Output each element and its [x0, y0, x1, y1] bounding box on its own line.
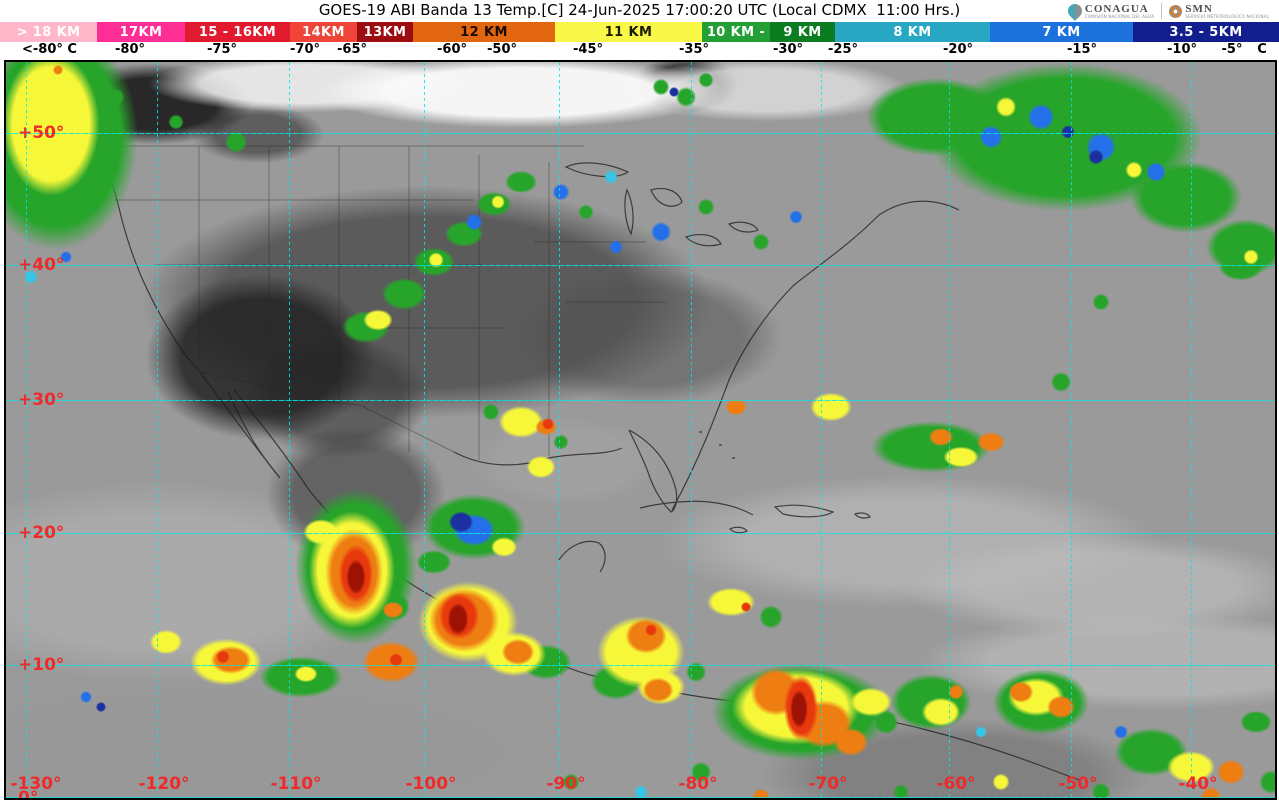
- temp-label: -75°: [207, 42, 237, 57]
- temp-label: -5°: [1221, 42, 1243, 57]
- altitude-colorbar: > 18 KM 17KM 15 - 16KM 14KM 13KM 12 KM 1…: [0, 22, 1279, 42]
- lon-label: -70°: [808, 774, 848, 794]
- gridline-lat-10: [6, 665, 1275, 666]
- colorbar-seg-8km: 8 KM: [835, 22, 990, 42]
- convective-clouds-layer: [6, 62, 1275, 798]
- lon-label: -60°: [936, 774, 976, 794]
- temp-label: -50°: [487, 42, 517, 57]
- temp-label: -80°: [115, 42, 145, 57]
- gridline-lon--80: [691, 62, 692, 798]
- lon-label: -50°: [1058, 774, 1098, 794]
- gridline-lon--110: [289, 62, 290, 798]
- temp-label: -60°: [437, 42, 467, 57]
- colorbar-seg-17km: 17KM: [97, 22, 185, 42]
- lat-label: +10°: [18, 655, 65, 675]
- temp-label: -25°: [828, 42, 858, 57]
- lon-label: -110°: [270, 774, 322, 794]
- lon-label: -40°: [1178, 774, 1218, 794]
- conagua-label: CONAGUA: [1084, 2, 1149, 15]
- water-drop-icon: [1065, 1, 1085, 21]
- gridline-lon--70: [821, 62, 822, 798]
- title-bar: GOES-19 ABI Banda 13 Temp.[C] 24-Jun-202…: [0, 0, 1279, 22]
- temp-label: -15°: [1067, 42, 1097, 57]
- temp-label: <-80° C: [22, 42, 77, 57]
- logo-divider: [1161, 3, 1163, 19]
- colorbar-seg-15-16km: 15 - 16KM: [185, 22, 290, 42]
- smn-label: SMN: [1185, 2, 1213, 15]
- colorbar-seg-14km: 14KM: [290, 22, 357, 42]
- lon-label: -80°: [678, 774, 718, 794]
- gridline-lon--100: [424, 62, 425, 798]
- gridline-lon--130: [26, 62, 27, 798]
- page-title: GOES-19 ABI Banda 13 Temp.[C] 24-Jun-202…: [318, 1, 961, 19]
- colorbar-seg-13km: 13KM: [357, 22, 413, 42]
- gridline-lon--90: [559, 62, 560, 798]
- smn-subtitle: SERVICIO METEOROLÓGICO NACIONAL: [1185, 13, 1269, 19]
- lon-label: -120°: [138, 774, 190, 794]
- gridline-lon--50: [1071, 62, 1072, 798]
- gridline-lat-20: [6, 533, 1275, 534]
- temp-label: -20°: [943, 42, 973, 57]
- temp-label: -35°: [679, 42, 709, 57]
- colorbar-seg-7km: 7 KM: [990, 22, 1133, 42]
- satellite-map: +50° +40° +30° +20° +10° 0° -130° -120° …: [4, 60, 1277, 800]
- lat-label: 0°: [18, 788, 39, 800]
- gridline-lat-0: [6, 797, 1275, 798]
- agency-logos: CONAGUA COMISIÓN NACIONAL DEL AGUA SMN S…: [1063, 1, 1273, 21]
- temp-label: -30°: [773, 42, 803, 57]
- lon-label: -100°: [405, 774, 457, 794]
- lon-label: -130°: [10, 774, 62, 794]
- colorbar-seg-12km: 12 KM: [413, 22, 555, 42]
- smn-logo: SMN SERVICIO METEOROLÓGICO NACIONAL: [1169, 2, 1269, 19]
- gridline-lon--60: [949, 62, 950, 798]
- temp-label: -65°: [337, 42, 367, 57]
- lat-label: +30°: [18, 390, 65, 410]
- gear-icon: [1169, 4, 1183, 18]
- colorbar-seg-18km: > 18 KM: [0, 22, 97, 42]
- temp-label: -45°: [573, 42, 603, 57]
- colorbar-seg-11km: 11 KM: [555, 22, 702, 42]
- conagua-subtitle: COMISIÓN NACIONAL DEL AGUA: [1084, 13, 1155, 19]
- conagua-logo: CONAGUA COMISIÓN NACIONAL DEL AGUA: [1065, 1, 1155, 21]
- colorbar-seg-10km: 10 KM -: [702, 22, 770, 42]
- colorbar-seg-3-5km: 3.5 - 5KM: [1133, 22, 1279, 42]
- colorbar-seg-9km: 9 KM: [770, 22, 835, 42]
- gridline-lat-50: [6, 133, 1275, 134]
- lat-label: +20°: [18, 523, 65, 543]
- lat-label: +50°: [18, 123, 65, 143]
- gridline-lon--120: [157, 62, 158, 798]
- temp-label: -70°: [290, 42, 320, 57]
- lat-label: +40°: [18, 255, 65, 275]
- temp-label: -10°: [1167, 42, 1197, 57]
- gridline-lat-40: [6, 265, 1275, 266]
- temperature-scale: <-80° C -80° -75° -70° -65° -60° -50° -4…: [0, 42, 1279, 60]
- gridline-lat-30: [6, 400, 1275, 401]
- lon-label: -90°: [546, 774, 586, 794]
- gridline-lon--40: [1191, 62, 1192, 798]
- temp-label: C: [1257, 42, 1267, 57]
